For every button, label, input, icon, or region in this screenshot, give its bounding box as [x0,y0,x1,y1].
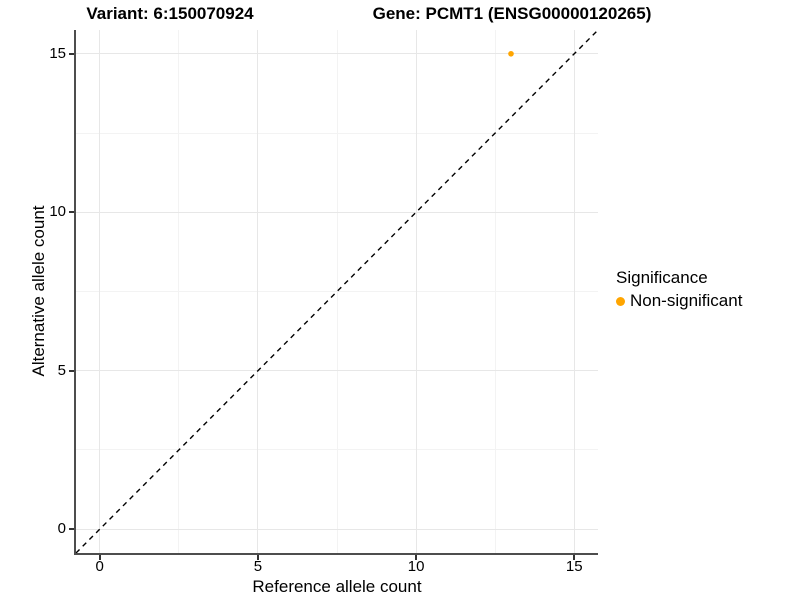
gridline-major-v [257,30,259,553]
legend-item-non-significant: Non-significant [616,291,742,311]
gridline-major-v [573,30,575,553]
gridline-major-h [76,53,598,55]
gridline-minor-h [76,291,598,292]
x-tick-mark [98,555,101,560]
x-tick-label: 15 [565,558,583,575]
y-tick-label: 0 [57,520,66,538]
legend: Significance Non-significant [616,267,742,311]
x-tick-mark [415,555,418,560]
gridline-minor-h [76,449,598,451]
identity-line [76,30,598,553]
plot-panel [74,30,598,555]
gene-title: Gene: PCMT1 (ENSG00000120265) [372,4,652,23]
y-axis-title: Alternative allele count [29,205,48,377]
gridline-major-h [76,211,598,213]
gridline-major-v [415,30,417,553]
gridline-major-h [76,528,598,530]
x-tick-label: 10 [407,558,425,575]
data-point [508,50,514,57]
legend-dot-icon [616,296,625,306]
grid-layer [76,30,598,553]
variant-title: Variant: 6:150070924 [86,4,254,23]
x-tick-mark [573,555,576,560]
x-axis-title: Reference allele count [252,577,422,596]
y-tick-label: 15 [49,44,66,62]
legend-item-label: Non-significant [630,291,743,310]
x-tick-label: 5 [253,558,263,575]
plot-svg [76,30,598,553]
legend-title: Significance [616,268,708,287]
x-tick-mark [256,555,259,560]
gridline-major-h [76,370,598,372]
gridline-major-v [99,30,101,553]
gridline-minor-h [76,132,598,134]
x-tick-label: 0 [95,558,104,575]
